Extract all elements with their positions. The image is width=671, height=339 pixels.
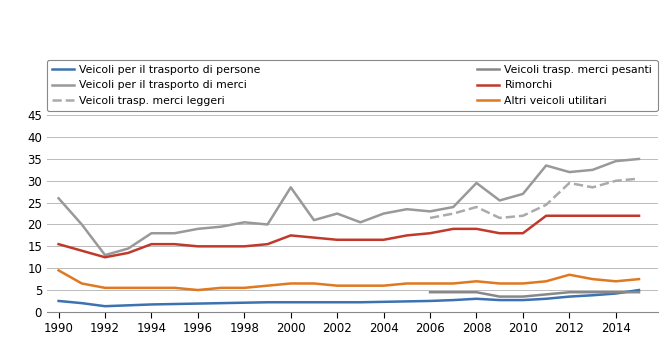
Legend: Veicoli per il trasporto di persone, Veicoli per il trasporto di merci, Veicoli : Veicoli per il trasporto di persone, Vei… <box>47 60 658 111</box>
